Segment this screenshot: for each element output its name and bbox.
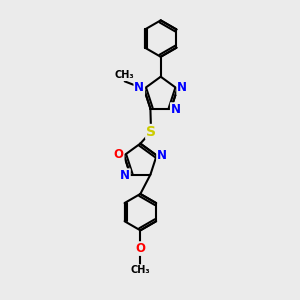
Text: O: O — [114, 148, 124, 161]
Text: CH₃: CH₃ — [130, 265, 150, 275]
Text: N: N — [157, 149, 167, 162]
Text: N: N — [171, 103, 181, 116]
Text: O: O — [135, 242, 146, 255]
Text: N: N — [134, 81, 144, 94]
Text: N: N — [120, 169, 130, 182]
Text: CH₃: CH₃ — [115, 70, 134, 80]
Text: S: S — [146, 125, 156, 139]
Text: N: N — [177, 81, 187, 94]
